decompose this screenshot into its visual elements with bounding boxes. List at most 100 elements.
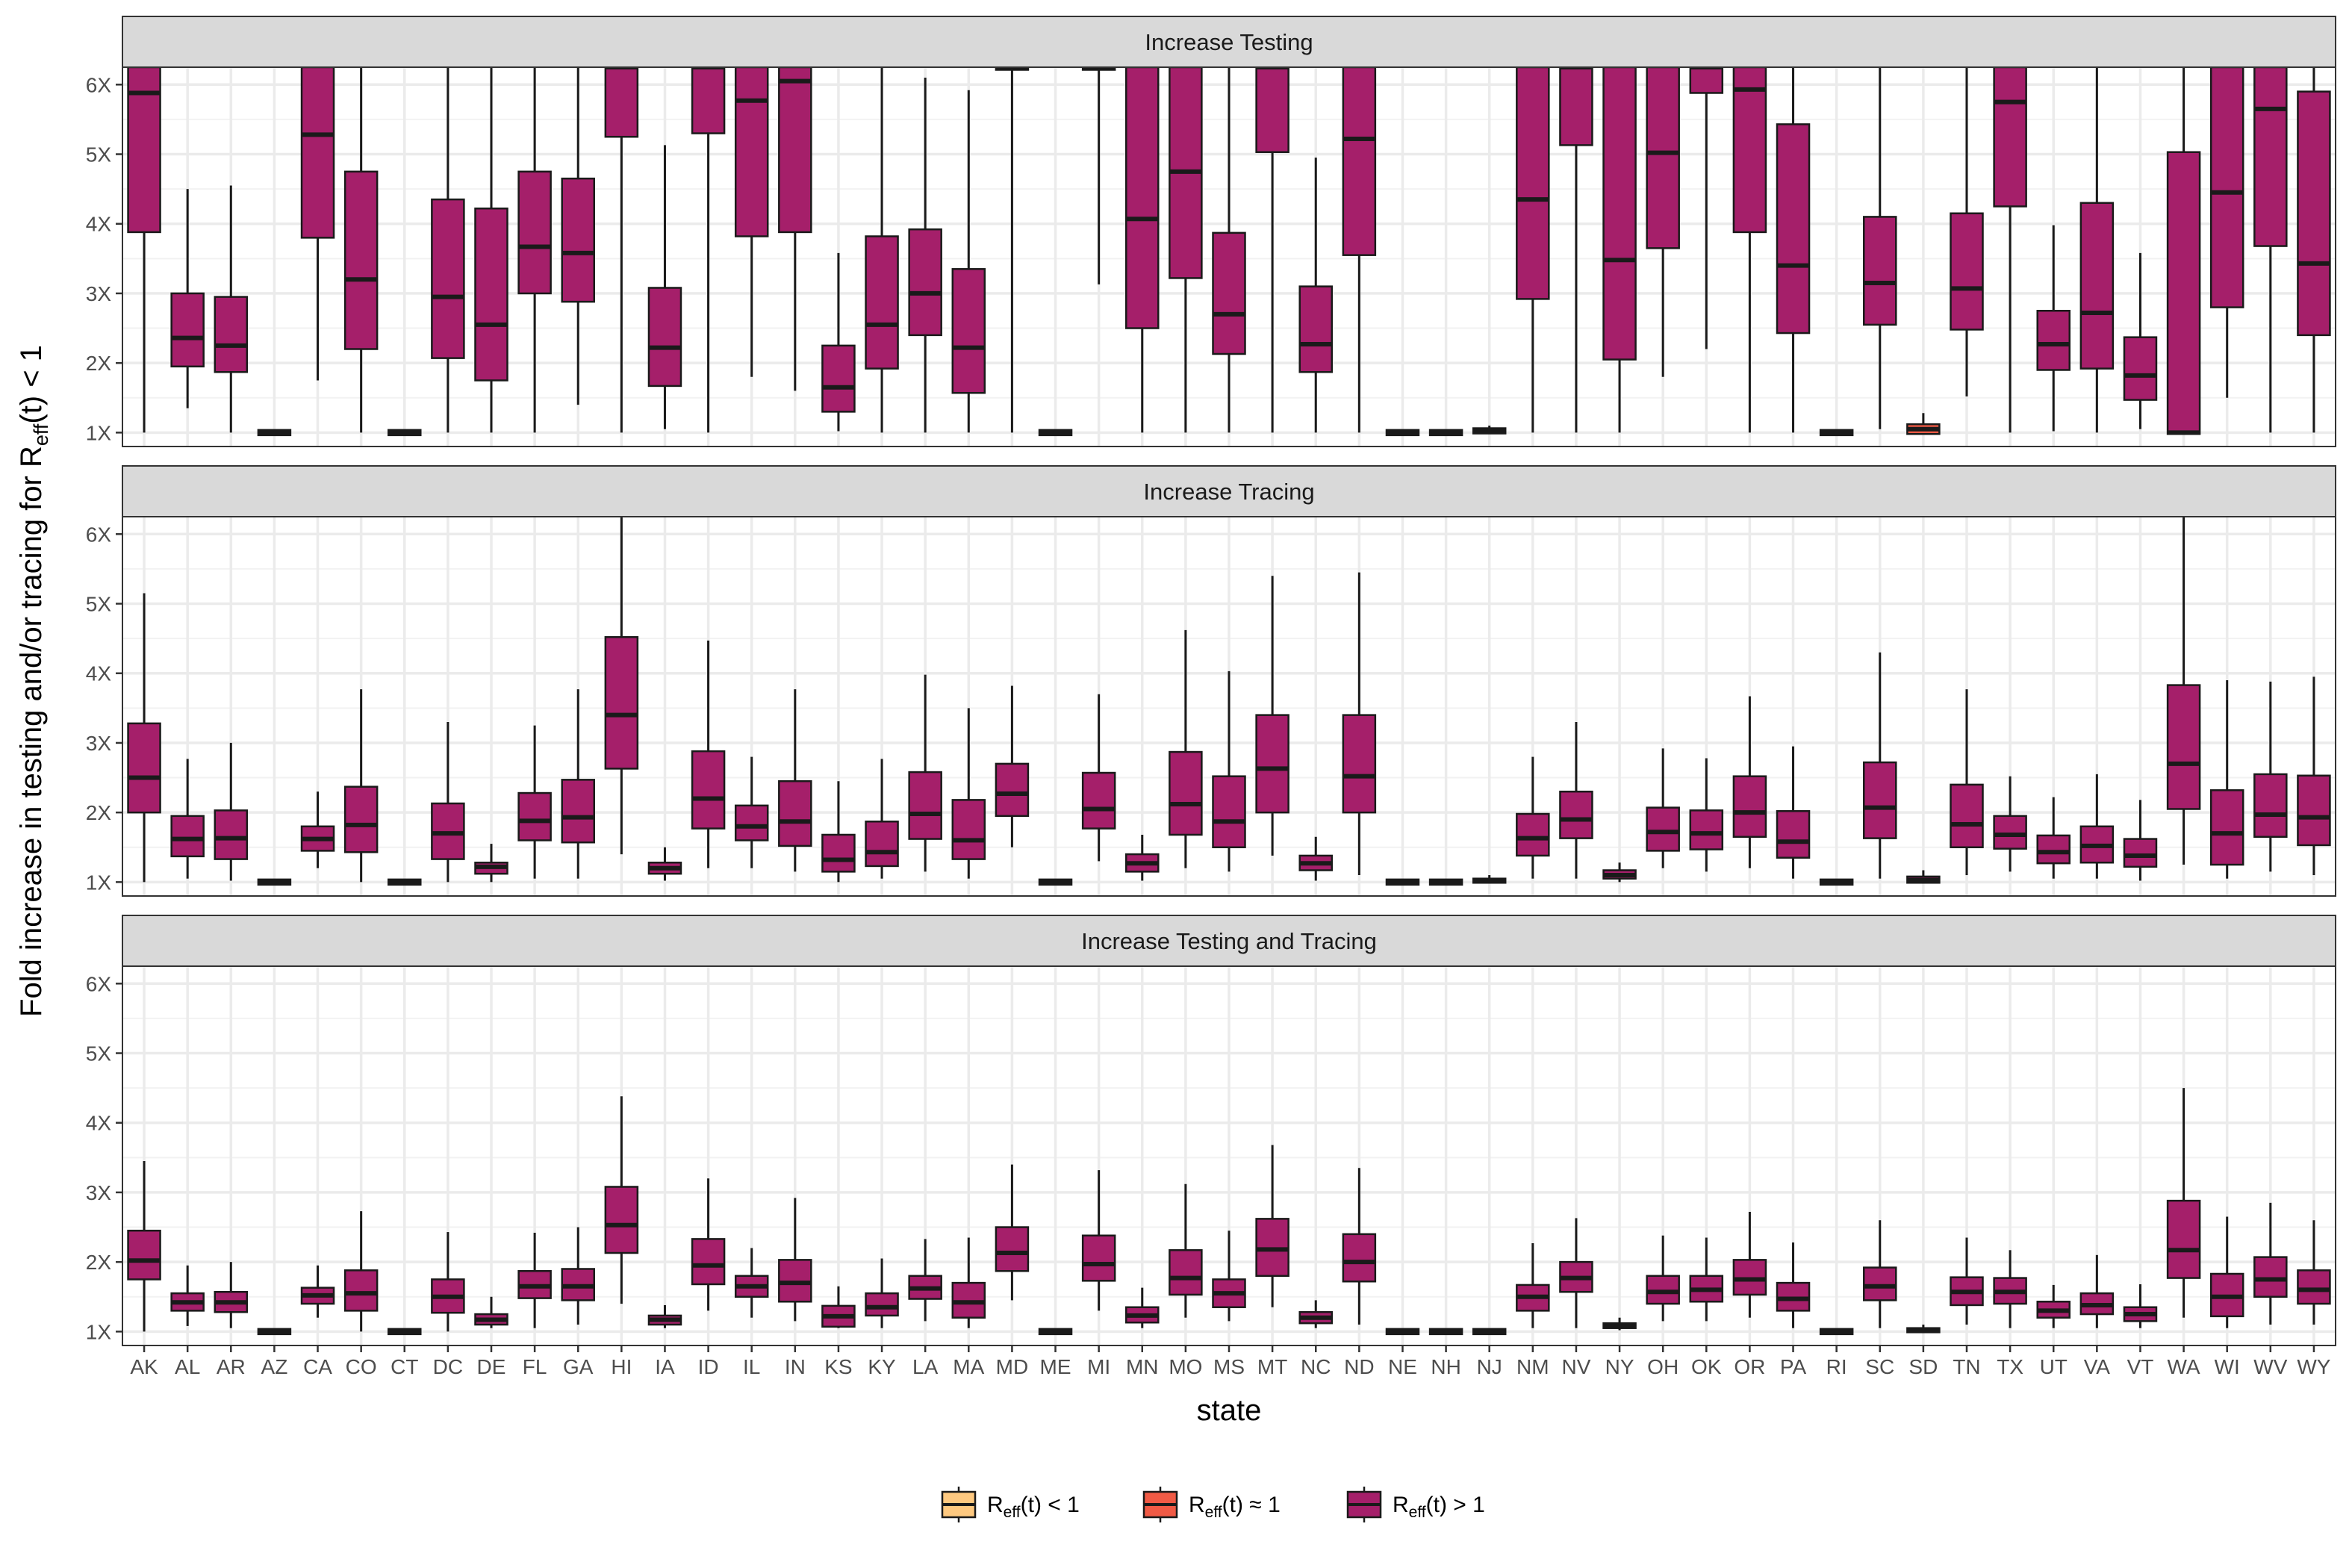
box-AZ bbox=[257, 878, 292, 886]
box-OH bbox=[1646, 67, 1680, 377]
box-PA bbox=[1776, 67, 1811, 433]
box-body bbox=[1298, 285, 1333, 373]
box-VT bbox=[2123, 800, 2158, 881]
y-tick-label: 6X bbox=[86, 523, 112, 546]
box-body bbox=[1993, 815, 2027, 850]
x-tick-label: AR bbox=[217, 1355, 246, 1378]
y-tick-label: 2X bbox=[86, 352, 112, 375]
box-body bbox=[604, 636, 639, 770]
x-tick-label: WA bbox=[2168, 1355, 2200, 1378]
box-ME bbox=[1038, 429, 1073, 437]
box-NJ bbox=[1472, 426, 1507, 435]
box-CO bbox=[343, 67, 379, 433]
y-title-sub: eff bbox=[30, 423, 52, 446]
legend-label-rest: (t) < 1 bbox=[1021, 1493, 1080, 1517]
x-tick-label: WY bbox=[2297, 1355, 2330, 1378]
box-UT bbox=[2036, 225, 2071, 432]
box-WV bbox=[2253, 1202, 2288, 1325]
box-MI bbox=[1081, 1170, 1116, 1311]
box-TX bbox=[1993, 67, 2027, 433]
box-TX bbox=[1993, 1250, 2027, 1328]
box-body bbox=[1255, 67, 1289, 153]
x-tick-label: ND bbox=[1344, 1355, 1374, 1378]
box-MD bbox=[995, 685, 1030, 847]
x-tick-label: NJ bbox=[1477, 1355, 1502, 1378]
x-tick-label: FL bbox=[523, 1355, 547, 1378]
x-tick-label: ID bbox=[698, 1355, 719, 1378]
box-body bbox=[1732, 775, 1767, 839]
panel-border bbox=[122, 516, 2336, 897]
x-tick-label: AL bbox=[175, 1355, 200, 1378]
box-CA bbox=[300, 67, 335, 381]
box-body bbox=[2297, 1269, 2331, 1305]
box-AK bbox=[127, 67, 161, 433]
box-MA bbox=[951, 90, 986, 433]
box-LA bbox=[908, 674, 942, 872]
box-body bbox=[995, 762, 1030, 818]
box-body bbox=[1081, 1234, 1116, 1282]
x-tick-label: WV bbox=[2253, 1355, 2287, 1378]
box-WA bbox=[2166, 67, 2201, 435]
box-SC bbox=[1863, 652, 1897, 879]
box-WY bbox=[2297, 67, 2331, 433]
box-body bbox=[2253, 773, 2288, 839]
panel-3: Increase Testing and Tracing 1X 2X 3X 4X 5X 6X bbox=[86, 915, 2336, 1346]
box-IN bbox=[778, 1198, 812, 1322]
box-body bbox=[2209, 67, 2244, 308]
box-DC bbox=[431, 67, 465, 433]
panel-title: Increase Testing bbox=[1145, 29, 1313, 55]
x-tick-label: OR bbox=[1734, 1355, 1765, 1378]
x-tick-label: MA bbox=[953, 1355, 984, 1378]
box-body bbox=[1689, 809, 1724, 850]
y-tick-label: 1X bbox=[86, 871, 112, 894]
box-body bbox=[2123, 336, 2158, 401]
box-OH bbox=[1646, 748, 1680, 868]
box-body bbox=[2036, 309, 2071, 371]
box-body bbox=[821, 344, 856, 413]
box-OR bbox=[1732, 1212, 1767, 1318]
x-tick-label: IA bbox=[655, 1355, 675, 1378]
box-FL bbox=[517, 725, 552, 879]
box-CO bbox=[343, 1211, 379, 1332]
box-body bbox=[1169, 1249, 1203, 1296]
box-body bbox=[214, 809, 249, 860]
box-body bbox=[1863, 761, 1897, 839]
y-tick-label: 3X bbox=[86, 1181, 112, 1204]
boxplots bbox=[127, 1088, 2331, 1336]
box-NY bbox=[1602, 1317, 1637, 1331]
box-body bbox=[778, 780, 812, 847]
box-IN bbox=[778, 689, 812, 872]
y-axis: 1X 2X 3X 4X 5X 6X bbox=[86, 523, 122, 894]
box-NE bbox=[1385, 1328, 1420, 1336]
y-tick-label: 1X bbox=[86, 1320, 112, 1343]
box-OH bbox=[1646, 1235, 1680, 1322]
x-tick-label: DC bbox=[433, 1355, 463, 1378]
box-body bbox=[1776, 123, 1811, 335]
box-body bbox=[2166, 1199, 2201, 1279]
box-MA bbox=[951, 708, 986, 879]
box-NM bbox=[1516, 756, 1550, 879]
box-WV bbox=[2253, 67, 2288, 433]
box-GA bbox=[561, 1227, 595, 1325]
box-KS bbox=[821, 252, 856, 432]
y-axis: 1X 2X 3X 4X 5X 6X bbox=[86, 73, 122, 444]
y-tick-label: 2X bbox=[86, 801, 112, 824]
box-RI bbox=[1819, 878, 1854, 886]
box-NE bbox=[1385, 429, 1420, 437]
panel-title: Increase Tracing bbox=[1143, 479, 1314, 505]
x-tick-label: VT bbox=[2127, 1355, 2154, 1378]
x-tick-label: GA bbox=[563, 1355, 594, 1378]
box-VA bbox=[2079, 67, 2115, 433]
box-body bbox=[1516, 812, 1550, 857]
box-body bbox=[1646, 67, 1680, 249]
box-body bbox=[734, 67, 769, 237]
box-body bbox=[951, 799, 986, 860]
x-tick-label: IL bbox=[743, 1355, 760, 1378]
box-body bbox=[1342, 67, 1377, 256]
box-NV bbox=[1559, 67, 1593, 433]
box-body bbox=[1559, 790, 1593, 839]
box-OR bbox=[1732, 67, 1767, 433]
x-tick-label: MT bbox=[1257, 1355, 1287, 1378]
box-PA bbox=[1776, 746, 1811, 879]
